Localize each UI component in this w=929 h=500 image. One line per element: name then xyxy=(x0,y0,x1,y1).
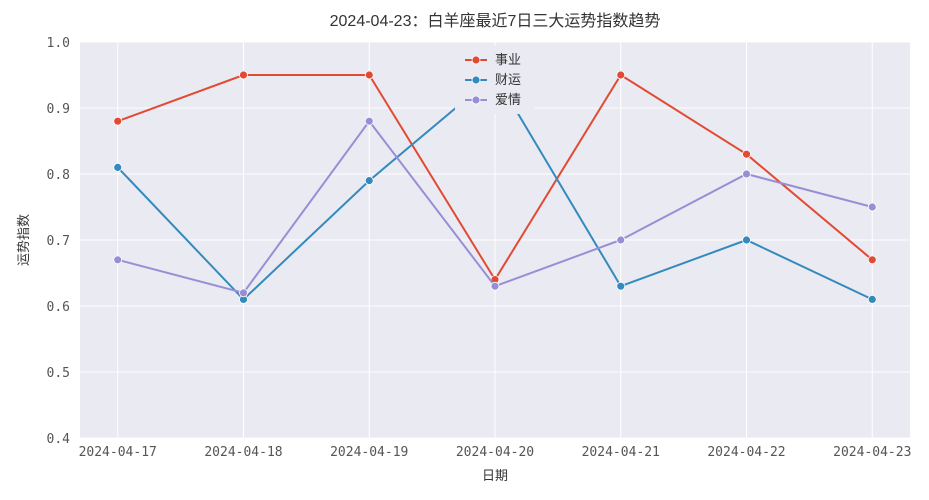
series-marker xyxy=(617,282,625,290)
chart-title: 2024-04-23：白羊座最近7日三大运势指数趋势 xyxy=(330,12,661,30)
x-tick-label: 2024-04-18 xyxy=(204,445,282,460)
x-tick-label: 2024-04-20 xyxy=(456,445,534,460)
legend-label: 爱情 xyxy=(495,92,521,107)
legend-label: 财运 xyxy=(495,72,521,87)
x-axis-label: 日期 xyxy=(482,468,508,483)
series-marker xyxy=(617,236,625,244)
y-tick-label: 0.8 xyxy=(47,168,70,183)
fortune-line-chart: 0.4 0.5 0.6 0.7 0.8 0.9 1.0 2024-04-17 2024-04-1… xyxy=(0,0,929,500)
series-marker xyxy=(239,289,247,297)
y-axis-label: 运势指数 xyxy=(16,214,31,266)
y-tick-label: 0.4 xyxy=(47,432,71,447)
series-marker xyxy=(743,170,751,178)
legend-marker-icon xyxy=(472,76,480,84)
series-marker xyxy=(868,295,876,303)
series-marker xyxy=(617,71,625,79)
legend-marker-icon xyxy=(472,56,480,64)
x-tick-label: 2024-04-21 xyxy=(582,445,660,460)
x-tick-label: 2024-04-23 xyxy=(833,445,911,460)
series-marker xyxy=(868,256,876,264)
y-tick-label: 0.5 xyxy=(47,366,70,381)
y-tick-label: 1.0 xyxy=(47,36,70,51)
series-marker xyxy=(743,236,751,244)
series-marker xyxy=(365,117,373,125)
legend-marker-icon xyxy=(472,96,480,104)
x-tick-label: 2024-04-22 xyxy=(707,445,785,460)
x-tick-label: 2024-04-19 xyxy=(330,445,408,460)
y-tick-label: 0.6 xyxy=(47,300,70,315)
legend-label: 事业 xyxy=(495,52,521,67)
series-marker xyxy=(365,71,373,79)
series-marker xyxy=(868,203,876,211)
series-marker xyxy=(239,71,247,79)
series-marker xyxy=(114,256,122,264)
series-marker xyxy=(114,117,122,125)
x-tick-label: 2024-04-17 xyxy=(79,445,157,460)
series-marker xyxy=(491,282,499,290)
y-tick-label: 0.7 xyxy=(47,234,70,249)
series-marker xyxy=(743,150,751,158)
legend: 事业财运爱情 xyxy=(455,46,535,114)
series-marker xyxy=(114,163,122,171)
series-marker xyxy=(365,177,373,185)
y-tick-label: 0.9 xyxy=(47,102,70,117)
